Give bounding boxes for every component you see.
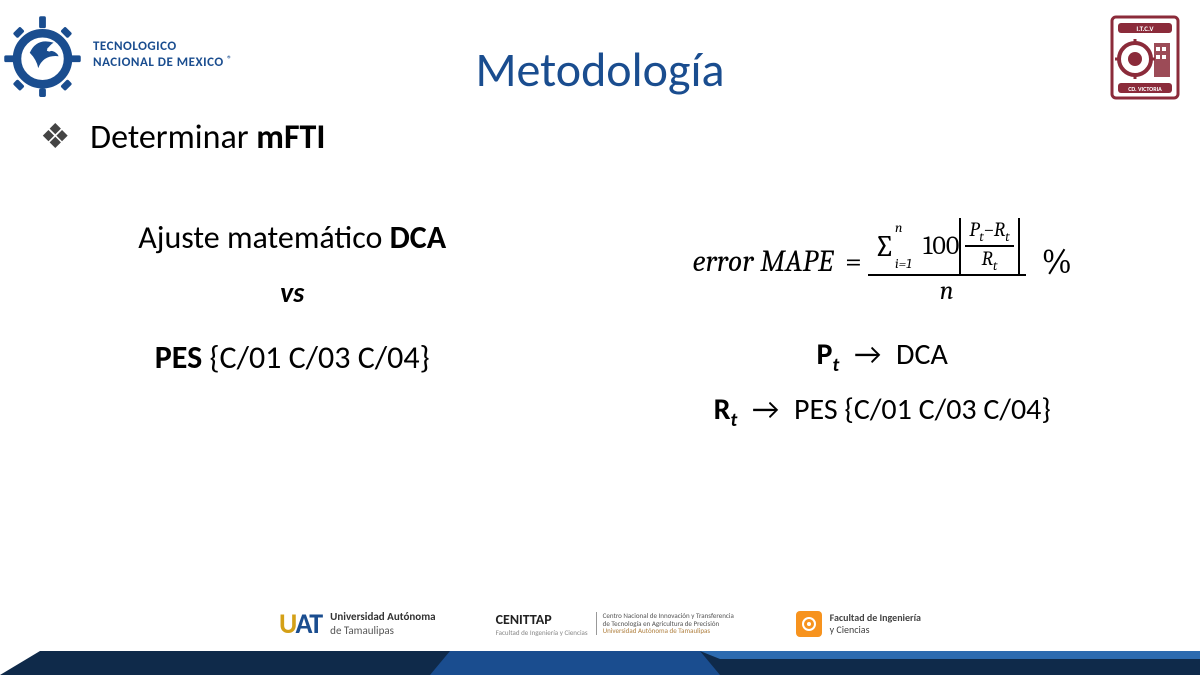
- left-vs: vs: [30, 275, 554, 310]
- left-line3-set: {C/01 C/03 C/04}: [209, 338, 429, 377]
- main-fraction: ∑ n i=1 100 Pt−Rt: [868, 218, 1026, 306]
- slide-header: TECNOLOGICO NACIONAL DE MEXICO ® Metodol…: [0, 0, 1200, 97]
- fic-badge-icon: [796, 611, 822, 637]
- sum-lower: i=1: [895, 255, 912, 272]
- itcv-badge: I.T.C.V CD. VICTORIA: [1110, 15, 1180, 100]
- sigma-symbol: ∑ n i=1: [874, 229, 895, 264]
- right-column: error MAPE = ∑ n i=1 100: [594, 218, 1170, 446]
- fic-logo: Facultad de Ingeniería y Ciencias: [796, 611, 921, 637]
- pt-target: DCA: [896, 336, 948, 373]
- badge-top-text: I.T.C.V: [1136, 24, 1154, 33]
- left-line1-bold: DCA: [390, 218, 447, 257]
- left-line3-bold: PES: [155, 338, 210, 377]
- mape-formula: error MAPE = ∑ n i=1 100: [594, 218, 1170, 306]
- bullet-icon: ❖: [40, 117, 70, 158]
- arrow-icon: →: [854, 336, 881, 373]
- left-line-dca: Ajuste matemático DCA: [30, 218, 554, 257]
- fraction-denominator: n: [934, 276, 960, 306]
- footer-logos: UAT Universidad Autónoma de Tamaulipas C…: [0, 600, 1200, 641]
- formula-label: error MAPE: [692, 244, 833, 279]
- absolute-value: Pt−Rt Rt: [959, 218, 1019, 274]
- cenittap-sub: Facultad de Ingeniería y Ciencias: [496, 628, 588, 637]
- uat-text: Universidad Autónoma de Tamaulipas: [330, 610, 435, 636]
- arrow-icon: →: [752, 391, 779, 428]
- cenittap-logo: CENITTAP Facultad de Ingeniería y Cienci…: [496, 611, 736, 637]
- badge-bottom-text: CD. VICTORIA: [1128, 85, 1162, 93]
- footer-stripe: [0, 651, 1200, 675]
- uat-line1: Universidad Autónoma: [330, 610, 435, 623]
- slide-content: ❖ Determinar mFTI Ajuste matemático DCA …: [0, 97, 1200, 446]
- left-column: Ajuste matemático DCA vs PES {C/01 C/03 …: [30, 218, 554, 446]
- tnm-text: TECNOLOGICO NACIONAL DE MEXICO ®: [93, 39, 232, 70]
- fic-text: Facultad de Ingeniería y Ciencias: [830, 612, 921, 636]
- tnm-reg: ®: [227, 54, 232, 65]
- inner-denominator: Rt: [978, 247, 1002, 274]
- equals-sign: =: [845, 244, 862, 279]
- cenittap-desc: Centro Nacional de Innovación y Transfer…: [596, 612, 736, 635]
- slide-title: Metodología: [475, 40, 724, 99]
- bullet-determine: ❖ Determinar mFTI: [40, 117, 1170, 158]
- tnm-line1: TECNOLOGICO: [93, 39, 232, 55]
- hundred: 100: [923, 231, 959, 261]
- left-line-pes: PES {C/01 C/03 C/04}: [30, 338, 554, 377]
- fic-line1: Facultad de Ingeniería: [830, 612, 921, 624]
- uat-line2: de Tamaulipas: [330, 624, 435, 637]
- gear-eagle-icon: [0, 12, 85, 97]
- two-column-area: Ajuste matemático DCA vs PES {C/01 C/03 …: [30, 218, 1170, 446]
- slide-footer: UAT Universidad Autónoma de Tamaulipas C…: [0, 600, 1200, 675]
- rt-target-set: {C/01 C/03 C/04}: [844, 391, 1050, 428]
- percent-sign: %: [1042, 242, 1072, 282]
- sum-upper: n: [895, 219, 902, 236]
- bullet-prefix: Determinar: [90, 117, 256, 158]
- rt-target-prefix: PES: [794, 391, 844, 428]
- mapping-pt: Pt → DCA: [594, 336, 1170, 377]
- inner-numerator: Pt−Rt: [965, 218, 1013, 245]
- fic-line2: y Ciencias: [830, 624, 921, 636]
- tnm-logo-block: TECNOLOGICO NACIONAL DE MEXICO ®: [0, 12, 232, 97]
- bullet-bold: mFTI: [256, 117, 325, 158]
- uat-logo: UAT Universidad Autónoma de Tamaulipas: [279, 606, 436, 641]
- uat-mark: UAT: [279, 606, 322, 641]
- tnm-line2: NACIONAL DE MEXICO: [93, 55, 224, 70]
- fraction-numerator: ∑ n i=1 100 Pt−Rt: [868, 218, 1026, 274]
- inner-fraction: Pt−Rt Rt: [965, 218, 1013, 273]
- cenittap-name: CENITTAP: [496, 611, 588, 628]
- left-line1-plain: Ajuste matemático: [138, 218, 389, 257]
- mapping-rt: Rt → PES {C/01 C/03 C/04}: [594, 391, 1170, 432]
